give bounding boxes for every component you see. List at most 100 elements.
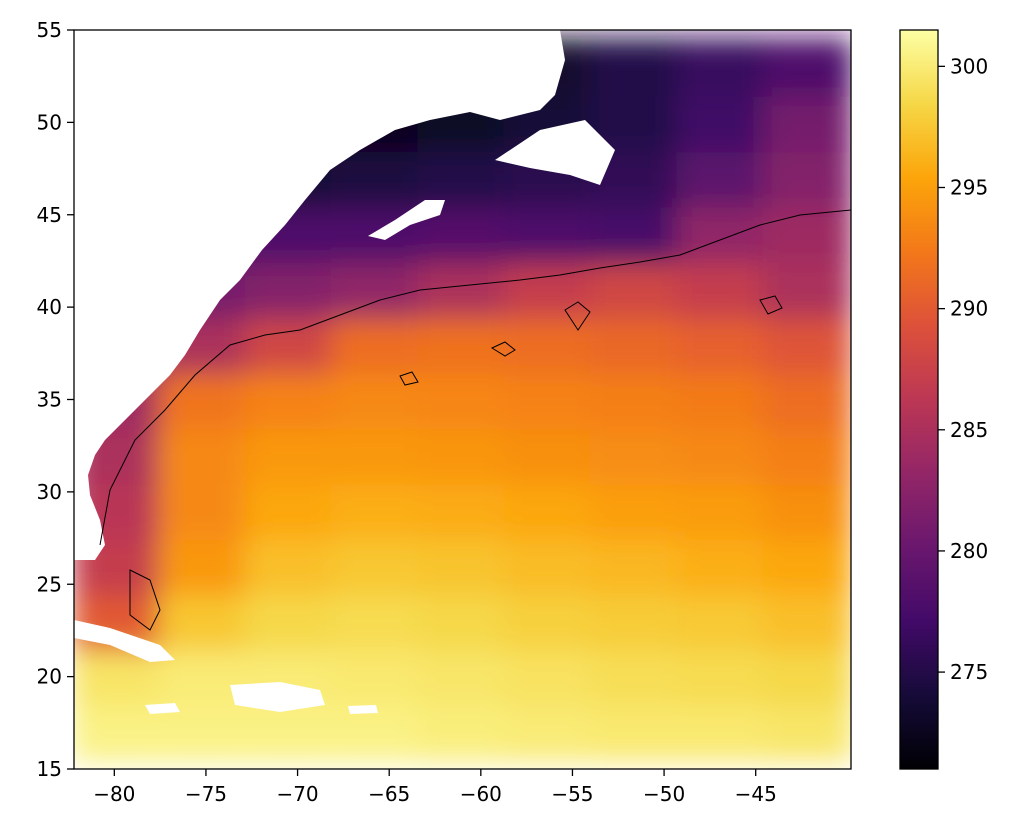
field-cell	[158, 536, 249, 596]
field-cell	[503, 646, 594, 707]
field-cell	[244, 480, 335, 541]
nova-scotia-land	[368, 200, 445, 240]
field-cell	[590, 480, 681, 541]
x-tick-label: −65	[368, 782, 410, 806]
x-axis: −80 −75 −70 −65 −60 −55 −50 −45	[93, 769, 777, 806]
field-cell	[676, 92, 767, 153]
field-cell	[676, 480, 767, 541]
field-cell	[676, 369, 767, 430]
colorbar-gradient	[900, 30, 938, 769]
y-tick-label: 55	[37, 18, 62, 42]
colorbar-tick-label: 290	[950, 297, 988, 321]
heatmap-area	[74, 30, 851, 762]
field-cell	[590, 425, 681, 485]
field-cell	[762, 536, 851, 596]
y-tick-label: 30	[37, 480, 62, 504]
field-cell	[331, 591, 422, 651]
field-cell	[503, 425, 594, 485]
field-cell	[331, 536, 422, 596]
jamaica-land	[145, 703, 180, 714]
field-cell	[590, 702, 681, 762]
temperature-field	[74, 37, 851, 762]
colorbar-tick-label: 285	[950, 418, 988, 442]
hispaniola-land	[230, 682, 325, 712]
y-tick-label: 40	[37, 295, 62, 319]
field-cell	[158, 591, 249, 651]
field-cell	[762, 702, 851, 762]
colorbar-frame	[899, 29, 939, 770]
field-cell	[244, 369, 335, 430]
colorbar-ticks: 275 280 285 290 295 300	[938, 54, 988, 684]
field-cell	[417, 702, 508, 762]
newfoundland-land	[495, 120, 615, 185]
field-cell	[676, 702, 767, 762]
field-cell	[590, 591, 681, 651]
x-tick-label: −50	[643, 782, 685, 806]
field-cell	[676, 536, 767, 596]
x-tick-label: −70	[276, 782, 318, 806]
y-tick-label: 25	[37, 572, 62, 596]
colorbar-tick-label: 300	[950, 54, 988, 78]
x-tick-label: −45	[735, 782, 777, 806]
field-cell	[331, 646, 422, 707]
field-cell	[158, 480, 249, 541]
colorbar-tick-label: 275	[950, 660, 988, 684]
field-cell	[244, 591, 335, 651]
y-tick-label: 35	[37, 388, 62, 412]
field-cell	[503, 203, 594, 263]
y-tick-label: 15	[37, 757, 62, 781]
field-cell	[590, 536, 681, 596]
field-cell	[503, 591, 594, 651]
y-tick-label: 50	[37, 110, 62, 134]
field-cell	[590, 369, 681, 430]
field-cell	[503, 702, 594, 762]
field-cell	[417, 536, 508, 596]
field-cell	[244, 258, 335, 319]
field-cell	[417, 425, 508, 485]
field-cell	[590, 314, 681, 374]
land-mask	[74, 30, 615, 714]
y-tick-label: 45	[37, 203, 62, 227]
field-cell	[676, 37, 767, 97]
field-cell	[74, 702, 163, 762]
field-cell	[503, 314, 594, 374]
field-cell	[676, 425, 767, 485]
field-cell	[417, 480, 508, 541]
field-cell	[762, 258, 851, 319]
colorbar-tick-label: 295	[950, 175, 988, 199]
field-cell	[331, 480, 422, 541]
eddy-contour-3	[564, 301, 591, 331]
eddy-contour-4	[759, 295, 783, 315]
field-cell	[676, 314, 767, 374]
field-cell	[244, 425, 335, 485]
field-cell	[590, 646, 681, 707]
field-cell	[503, 258, 594, 319]
field-cell	[503, 369, 594, 430]
x-tick-label: −75	[185, 782, 227, 806]
north-america-landmass	[74, 30, 565, 560]
field-cell	[331, 258, 422, 319]
field-cell	[676, 148, 767, 208]
field-cell	[158, 425, 249, 485]
field-cell	[503, 480, 594, 541]
field-cell	[331, 425, 422, 485]
field-cell	[762, 369, 851, 430]
field-cell	[676, 591, 767, 651]
field-cell	[590, 37, 681, 97]
field-cell	[762, 37, 851, 97]
field-cell	[417, 591, 508, 651]
field-cell	[676, 646, 767, 707]
field-cell	[417, 369, 508, 430]
field-cell	[503, 536, 594, 596]
puerto-rico-land	[348, 705, 378, 714]
field-cell	[244, 536, 335, 596]
x-tick-label: −60	[460, 782, 502, 806]
field-cell	[331, 369, 422, 430]
field-cell	[590, 203, 681, 263]
x-tick-label: −55	[551, 782, 593, 806]
field-cell	[762, 92, 851, 153]
colorbar: 275 280 285 290 295 300	[899, 29, 988, 770]
field-cell	[331, 314, 422, 374]
y-axis: 15 20 25 30 35 40 45 50 55	[37, 18, 74, 781]
cuba-land	[74, 620, 175, 662]
